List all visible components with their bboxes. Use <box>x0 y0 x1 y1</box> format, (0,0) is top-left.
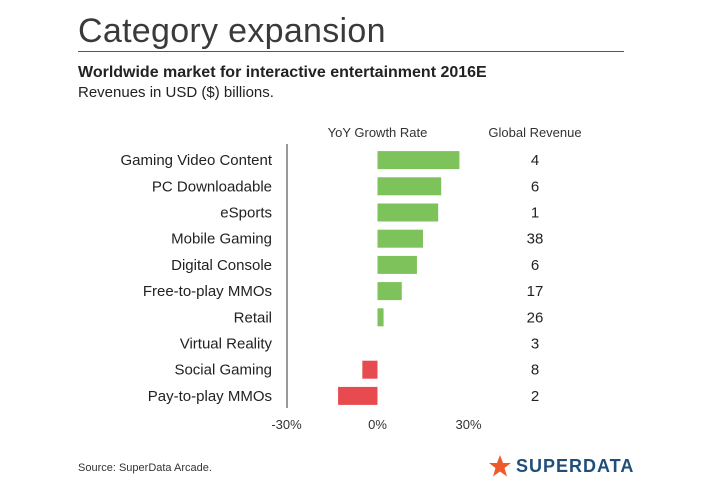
revenue-value: 6 <box>531 178 539 195</box>
x-tick-label: 30% <box>455 417 481 432</box>
growth-bar <box>362 360 378 379</box>
title-rule <box>78 51 624 52</box>
growth-bar <box>377 177 442 196</box>
revenue-value: 26 <box>527 309 544 326</box>
revenue-value: 1 <box>531 205 539 222</box>
growth-bar <box>377 151 460 170</box>
revenue-value: 17 <box>527 283 544 300</box>
category-label: Social Gaming <box>174 362 272 379</box>
header-title: Category expansion <box>78 12 386 50</box>
category-label: Virtual Reality <box>180 336 273 353</box>
x-tick-label: -30% <box>271 417 302 432</box>
brand-logo: SUPERDATA <box>488 454 634 478</box>
revenue-value: 2 <box>531 388 539 405</box>
source-note: Source: SuperData Arcade. <box>78 462 212 474</box>
revenue-value: 3 <box>531 336 539 353</box>
revenue-column-header: Global Revenue <box>488 125 581 140</box>
x-tick-label: 0% <box>368 417 387 432</box>
growth-column-header: YoY Growth Rate <box>328 125 428 140</box>
category-label: Mobile Gaming <box>171 231 272 248</box>
chart-title: Worldwide market for interactive enterta… <box>78 64 487 81</box>
revenue-value: 6 <box>531 257 539 274</box>
category-label: Digital Console <box>171 257 272 274</box>
revenue-value: 8 <box>531 362 539 379</box>
growth-bar <box>377 229 423 248</box>
category-label: Gaming Video Content <box>121 152 273 169</box>
category-label: Retail <box>234 309 272 326</box>
chart-subtitle: Revenues in USD ($) billions. <box>78 84 274 101</box>
revenue-value: 38 <box>527 231 544 248</box>
brand-name: SUPERDATA <box>516 455 635 476</box>
growth-bar <box>338 386 378 405</box>
growth-bar <box>377 203 439 222</box>
category-label: PC Downloadable <box>152 178 272 195</box>
category-label: eSports <box>220 205 272 222</box>
growth-bar <box>377 255 417 274</box>
growth-bar <box>377 308 384 327</box>
star-icon <box>489 455 511 477</box>
category-label: Free-to-play MMOs <box>143 283 272 300</box>
revenue-value: 4 <box>531 152 539 169</box>
category-label: Pay-to-play MMOs <box>148 388 272 405</box>
growth-bar <box>377 282 402 301</box>
